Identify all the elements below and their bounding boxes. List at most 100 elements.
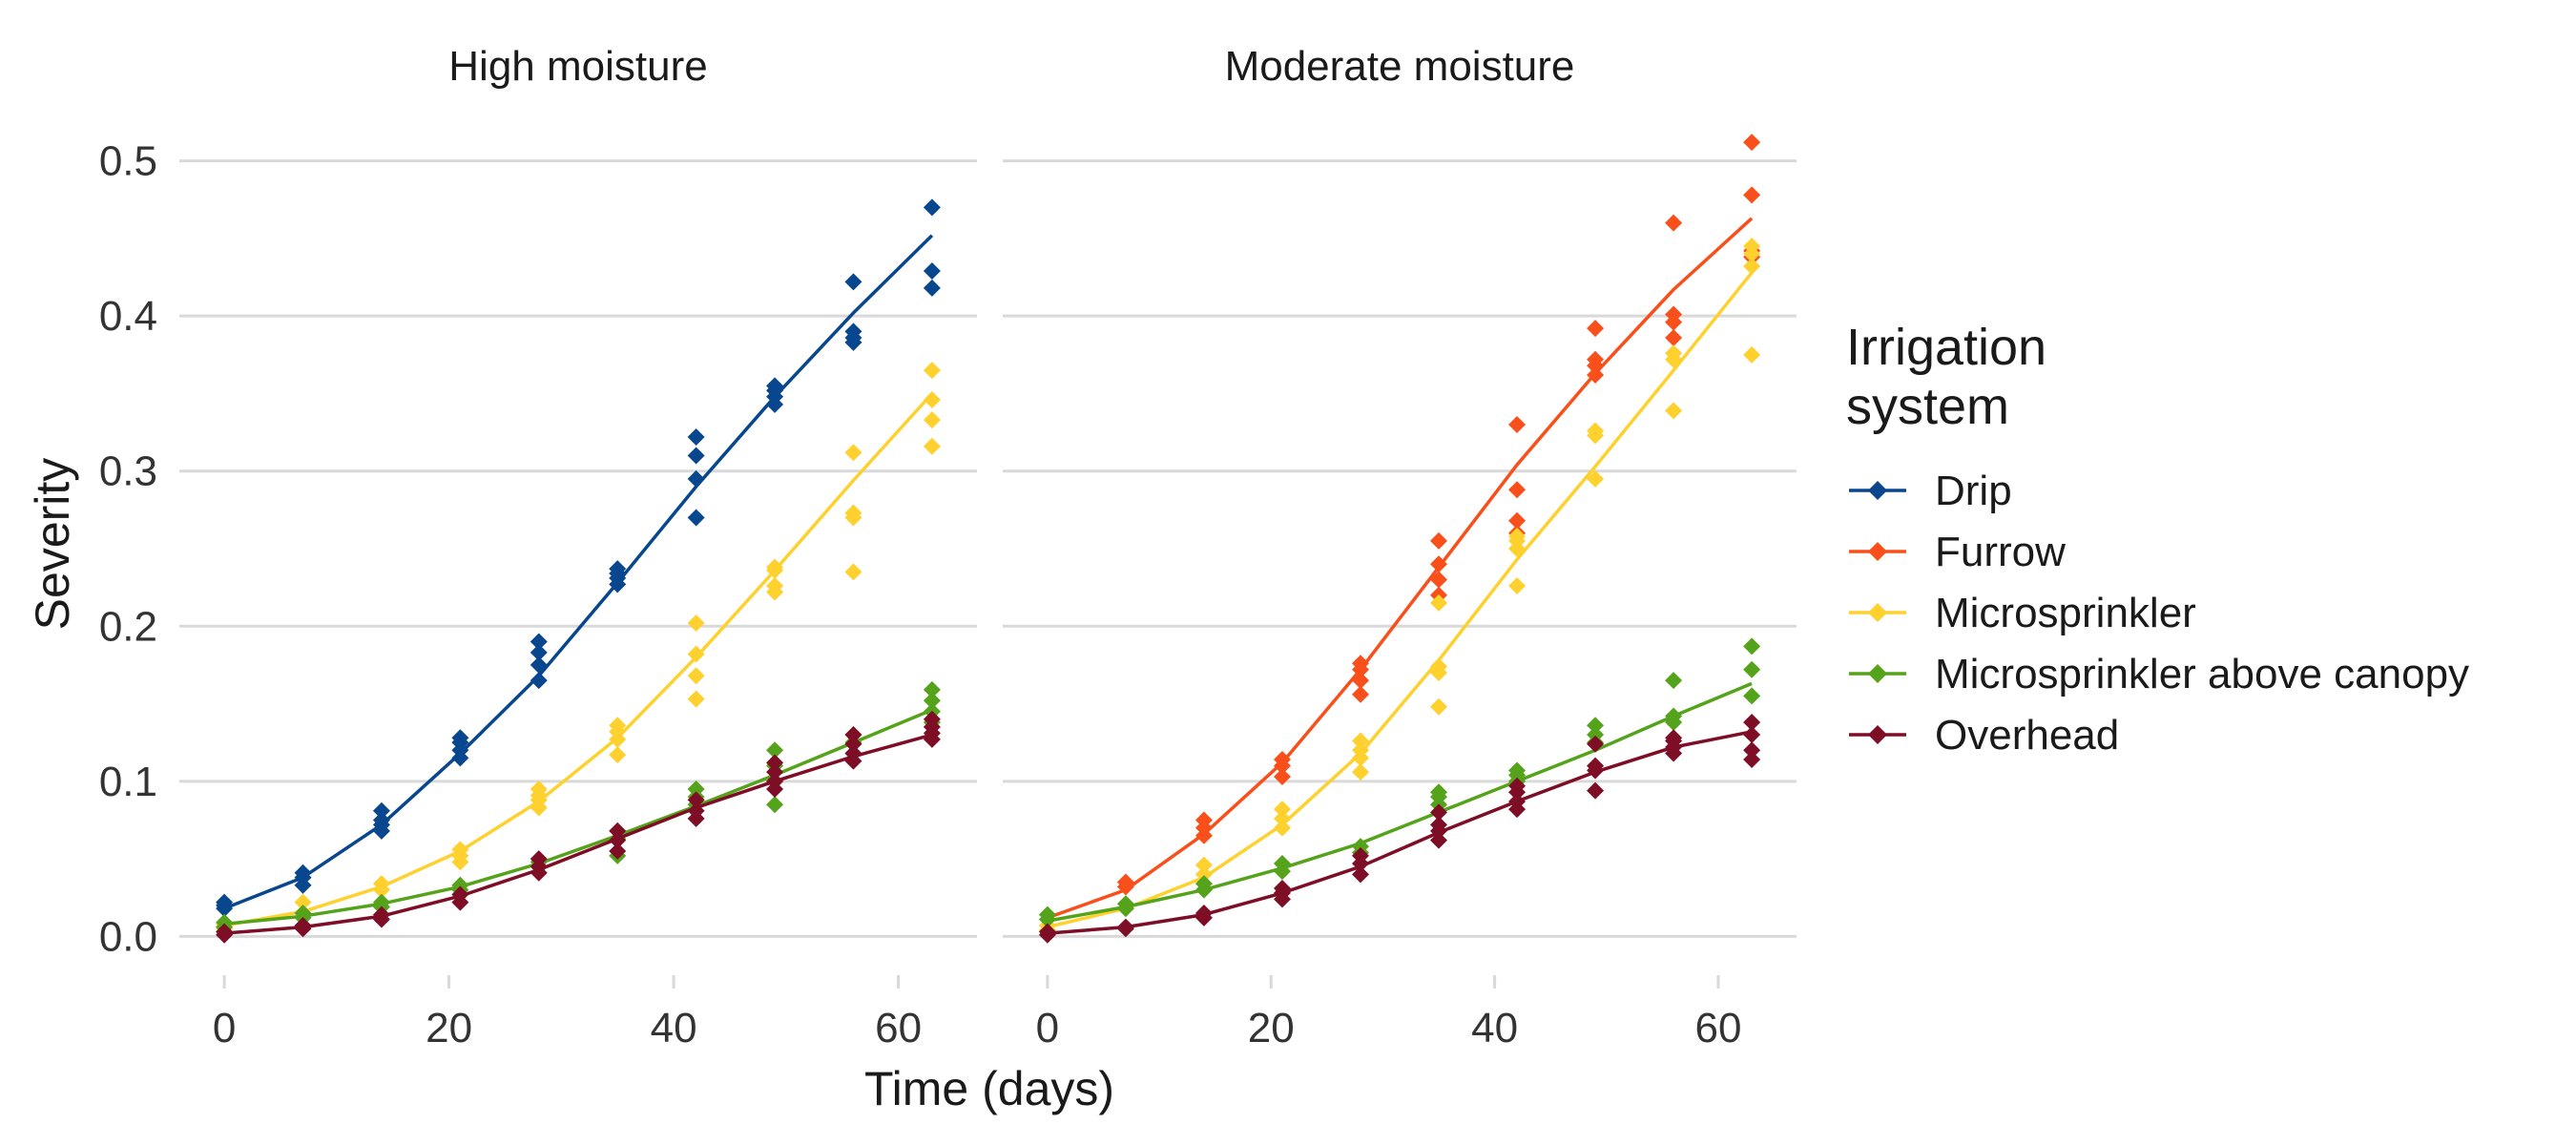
data-point: [923, 437, 941, 455]
y-tick-label: 0.2: [99, 603, 157, 650]
data-point: [372, 811, 390, 829]
data-point: [372, 802, 390, 820]
data-point: [1508, 777, 1527, 795]
data-point: [1430, 783, 1448, 802]
data-point: [766, 754, 784, 772]
series-overhead: [1038, 714, 1761, 944]
y-tick-label: 0.4: [99, 293, 157, 340]
data-point: [530, 633, 548, 651]
x-tick-label: 20: [1248, 1005, 1295, 1051]
data-point: [1273, 809, 1291, 827]
data-point: [1587, 726, 1605, 744]
data-point: [1508, 761, 1527, 780]
legend-item-furrow: Furrow: [1849, 529, 2066, 575]
data-point: [766, 772, 784, 790]
data-point: [687, 509, 705, 527]
data-point: [844, 504, 862, 522]
data-point: [1351, 672, 1369, 690]
data-point: [687, 780, 705, 798]
data-point: [1743, 186, 1761, 204]
x-tick-label: 40: [651, 1005, 697, 1051]
data-point: [1508, 792, 1527, 810]
data-point: [1430, 555, 1448, 573]
data-point: [1038, 923, 1056, 941]
data-point: [372, 875, 390, 893]
x-tick-label: 0: [1036, 1005, 1059, 1051]
y-tick-label: 0.1: [99, 759, 157, 805]
x-tick-label: 20: [426, 1005, 472, 1051]
legend-item-overhead: Overhead: [1849, 712, 2119, 759]
data-point: [923, 411, 941, 429]
data-point: [687, 469, 705, 488]
legend-item-drip: Drip: [1849, 468, 2012, 514]
data-point: [1116, 918, 1134, 936]
legend-title: Irrigation: [1846, 319, 2046, 376]
data-point: [1508, 511, 1527, 530]
legend-key-marker: [1868, 603, 1887, 622]
data-point: [923, 262, 941, 281]
data-point: [766, 796, 784, 814]
data-point: [1743, 741, 1761, 760]
fit-line: [1047, 730, 1753, 935]
data-point: [1351, 763, 1369, 781]
x-tick-label: 0: [213, 1005, 236, 1051]
data-point: [1430, 816, 1448, 834]
data-point: [1665, 328, 1683, 346]
data-point: [1351, 865, 1369, 884]
data-point: [1665, 672, 1683, 690]
data-point: [1508, 577, 1527, 595]
fit-line: [223, 234, 934, 910]
data-point: [687, 690, 705, 708]
data-point: [530, 780, 548, 798]
data-point: [1743, 258, 1761, 276]
data-point: [216, 923, 234, 941]
data-point: [1665, 305, 1683, 323]
data-point: [609, 842, 627, 860]
data-point: [766, 741, 784, 760]
data-point: [1430, 697, 1448, 716]
data-point: [923, 198, 941, 217]
data-point: [844, 563, 862, 581]
data-point: [609, 746, 627, 764]
data-point: [530, 672, 548, 690]
data-point: [1273, 767, 1291, 785]
data-point: [766, 577, 784, 595]
data-point: [1430, 803, 1448, 822]
data-point: [1195, 904, 1213, 922]
data-point: [1743, 134, 1761, 152]
data-point: [451, 885, 469, 904]
x-tick-label: 60: [1694, 1005, 1741, 1051]
data-point: [451, 876, 469, 894]
series-microsprinkler: [1038, 238, 1761, 939]
panel-moderate-moisture: 0 20 40 60 Moderate moisture: [1003, 43, 1797, 1051]
data-point: [687, 802, 705, 820]
data-point: [844, 726, 862, 744]
data-point: [530, 643, 548, 661]
data-point: [1116, 895, 1134, 913]
data-point: [1195, 856, 1213, 874]
x-axis-title: Time (days): [864, 1062, 1114, 1115]
data-point: [923, 362, 941, 380]
data-point: [1743, 660, 1761, 678]
data-point: [1508, 415, 1527, 433]
data-point: [1038, 906, 1056, 924]
data-point: [1743, 238, 1761, 256]
y-tick-label: 0.0: [99, 913, 157, 960]
fit-line: [1047, 217, 1754, 920]
data-point: [1351, 732, 1369, 750]
legend-item-microsprinkler-above-canopy: Microsprinkler above canopy: [1849, 651, 2469, 697]
data-point: [530, 850, 548, 868]
data-point: [609, 831, 627, 849]
data-point: [1430, 571, 1448, 589]
y-tick-label: 0.5: [99, 138, 157, 185]
legend-label: Drip: [1935, 468, 2012, 514]
legend-label: Overhead: [1935, 712, 2119, 759]
data-point: [609, 560, 627, 578]
data-point: [1587, 350, 1605, 368]
data-point: [687, 791, 705, 809]
data-point: [766, 558, 784, 576]
data-point: [844, 444, 862, 462]
data-point: [294, 893, 312, 911]
series-furrow: [1047, 134, 1761, 920]
